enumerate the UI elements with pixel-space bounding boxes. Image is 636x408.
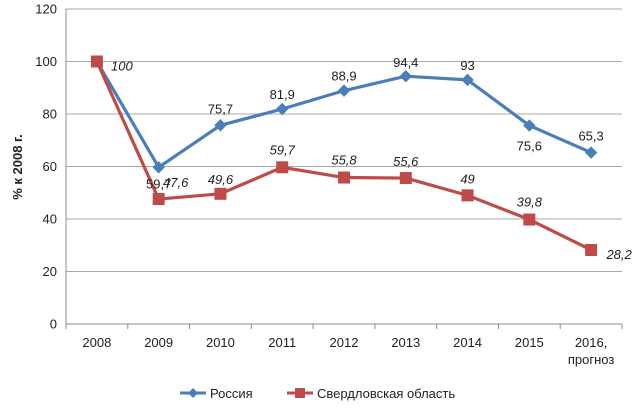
x-tick-label: 2013 [391,335,420,350]
point-marker-russia [523,119,536,132]
data-label: 94,4 [393,55,418,70]
point-marker-russia [276,102,289,116]
legend-label: Свердловская область [317,386,455,401]
data-label: 28,2 [605,247,632,262]
x-tick-label: 2009 [144,335,173,350]
data-label: 75,7 [208,101,233,116]
data-label: 49 [460,171,474,186]
point-marker-sverdlovsk [90,55,103,68]
point-marker-sverdlovsk [276,161,289,174]
legend-marker [188,388,198,398]
x-tick-label: 2010 [206,335,235,350]
point-marker-sverdlovsk [461,189,474,202]
x-tick-label: 2012 [330,335,359,350]
x-tick-label: 2011 [268,335,296,350]
point-marker-russia [152,161,165,174]
legend: Россия Свердловская область [180,386,455,401]
x-tick-label: 2016, прогноз [568,335,615,367]
point-marker-russia [337,84,351,97]
axes: 0 20 40 60 80 100 120 2008 2009 2010 2011 2012 2013 2… [35,2,623,367]
x-tick-label: 2014 [453,335,482,350]
y-tick-label: 100 [35,54,57,69]
y-axis-title: % к 2008 г. [10,134,25,200]
data-label: 59,7 [146,176,171,191]
series-markers [90,55,598,256]
data-label: 65,3 [578,129,603,144]
data-label: 81,9 [270,87,295,102]
y-tick-label: 120 [35,2,57,17]
point-marker-sverdlovsk [214,187,227,200]
y-tick-label: 20 [43,264,57,279]
data-label: 47,6 [163,175,189,190]
y-tick-label: 60 [43,159,57,174]
data-label: 55,6 [393,154,419,169]
point-marker-sverdlovsk [585,243,598,256]
x-tick-label: 2015 [515,335,544,350]
data-label: 39,8 [517,195,543,210]
data-label: 93 [460,58,474,73]
point-marker-russia [399,69,412,83]
point-marker-sverdlovsk [399,172,412,185]
data-label: 75,6 [517,139,542,154]
point-marker-sverdlovsk [152,193,165,206]
y-tick-label: 80 [43,107,57,122]
data-labels: 59,7 75,7 81,9 88,9 94,4 93 75,6 65,3 100 47,6 49,… [111,55,632,262]
data-label: 88,9 [331,69,356,84]
point-marker-russia [584,146,598,159]
point-marker-sverdlovsk [523,213,536,226]
legend-marker [295,388,305,398]
legend-label: Россия [210,386,253,401]
x-tick-label: 2008 [82,335,111,350]
point-marker-russia [214,119,227,132]
data-label: 55,8 [331,153,357,168]
data-label: 100 [111,59,133,74]
data-label: 49,6 [208,172,234,187]
data-label: 59,7 [270,142,296,157]
point-marker-russia [461,73,474,87]
point-marker-sverdlovsk [338,171,350,184]
y-tick-label: 0 [50,317,57,332]
y-tick-label: 40 [43,212,57,227]
